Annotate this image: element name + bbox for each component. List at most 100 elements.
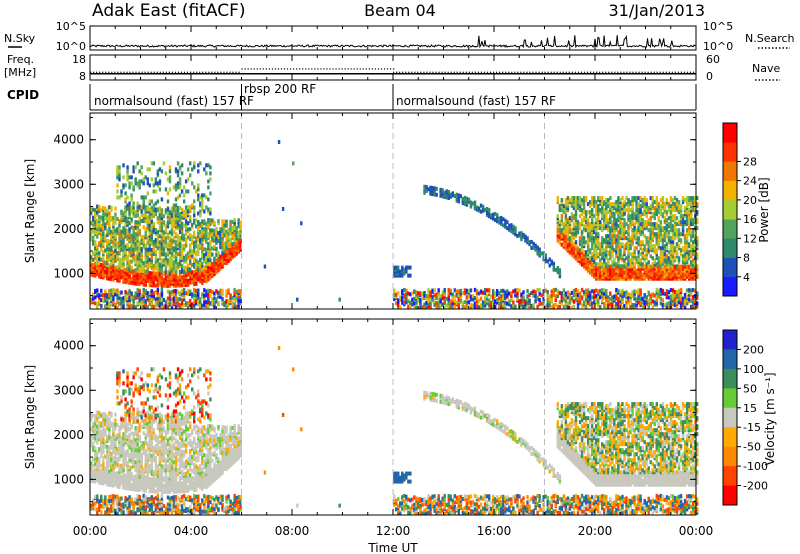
power-echo <box>162 230 166 235</box>
power-echo <box>651 274 654 279</box>
power-echo <box>215 236 218 241</box>
power-echo <box>108 241 111 246</box>
power-echo <box>504 303 507 308</box>
power-echo <box>399 295 402 300</box>
power-echo <box>124 197 127 202</box>
power-echo <box>92 265 95 270</box>
power-echo <box>170 240 174 245</box>
power-echo <box>590 214 594 219</box>
power-echo <box>675 300 679 305</box>
power-echo <box>595 234 598 239</box>
power-echo <box>168 262 172 267</box>
power-echo <box>548 263 551 268</box>
power-echo <box>673 202 677 207</box>
power-echo <box>213 256 216 261</box>
power-echo <box>463 201 467 206</box>
power-echo <box>98 302 101 307</box>
freq-label-line2: [MHz] <box>4 66 36 79</box>
power-echo <box>134 279 137 284</box>
power-echo <box>663 226 667 231</box>
power-echo <box>217 251 220 256</box>
power-echo <box>106 292 109 297</box>
power-echo <box>471 303 475 308</box>
power-echo <box>572 232 576 237</box>
nave-point <box>114 71 116 73</box>
power-echo <box>134 281 137 286</box>
power-echo <box>92 217 95 222</box>
power-echo <box>138 204 141 209</box>
power-echo <box>154 301 158 306</box>
power-echo <box>580 244 584 249</box>
power-echo <box>627 276 630 281</box>
power-echo <box>154 181 158 186</box>
power-echo <box>166 246 170 251</box>
power-echo <box>635 246 638 251</box>
nave-point <box>429 71 431 73</box>
power-echo <box>494 299 497 304</box>
power-echo <box>138 246 141 251</box>
power-echo <box>675 274 679 279</box>
power-echo <box>176 173 180 178</box>
power-echo <box>186 263 190 268</box>
power-echo <box>154 242 158 247</box>
power-echo <box>592 303 596 308</box>
power-echo <box>108 249 111 254</box>
power-echo <box>588 250 592 255</box>
cpid-label: CPID <box>7 88 39 102</box>
power-echo <box>205 269 208 274</box>
power-echo <box>207 267 210 272</box>
power-echo <box>590 232 594 237</box>
power-echo <box>687 222 691 227</box>
power-echo <box>691 262 695 267</box>
power-echo <box>437 297 440 302</box>
power-echo <box>601 214 604 219</box>
power-echo <box>233 302 236 307</box>
power-echo <box>120 189 123 194</box>
power-echo <box>186 270 190 275</box>
nave-point <box>99 71 101 73</box>
power-echo <box>649 224 652 229</box>
power-echo <box>205 289 208 294</box>
power-echo <box>213 232 216 237</box>
power-echo <box>615 268 618 273</box>
nave-point <box>568 71 570 73</box>
power-echo <box>94 265 97 270</box>
power-echo <box>188 245 192 250</box>
power-echo <box>160 258 164 263</box>
power-echo <box>162 283 166 288</box>
power-echo <box>195 258 198 263</box>
power-echo <box>657 218 661 223</box>
power-echo <box>605 274 608 279</box>
power-echo <box>627 224 630 229</box>
power-echo <box>449 288 452 293</box>
power-echo <box>524 234 527 239</box>
power-echo <box>211 218 214 223</box>
power-echo <box>146 305 149 310</box>
power-echo <box>653 224 656 229</box>
power-echo <box>182 275 186 280</box>
power-echo <box>584 297 588 302</box>
power-echo <box>582 256 586 261</box>
power-echo <box>633 276 636 281</box>
power-echo <box>611 238 614 243</box>
nave-point <box>680 71 683 73</box>
power-echo <box>207 292 210 297</box>
power-echo <box>611 228 614 233</box>
power-echo <box>96 293 99 298</box>
power-echo <box>215 240 218 245</box>
power-echo <box>211 232 214 237</box>
power-echo <box>588 234 592 239</box>
power-echo <box>114 276 117 281</box>
power-echo <box>217 235 220 240</box>
power-echo <box>166 177 170 182</box>
power-echo <box>164 303 168 308</box>
power-echo <box>574 198 578 203</box>
power-echo <box>675 230 679 235</box>
power-echo <box>576 299 580 304</box>
power-echo <box>550 289 553 294</box>
power-echo <box>227 245 230 250</box>
power-echo <box>574 256 578 261</box>
power-echo <box>617 268 620 273</box>
power-echo <box>140 296 143 301</box>
power-echo <box>449 194 452 199</box>
